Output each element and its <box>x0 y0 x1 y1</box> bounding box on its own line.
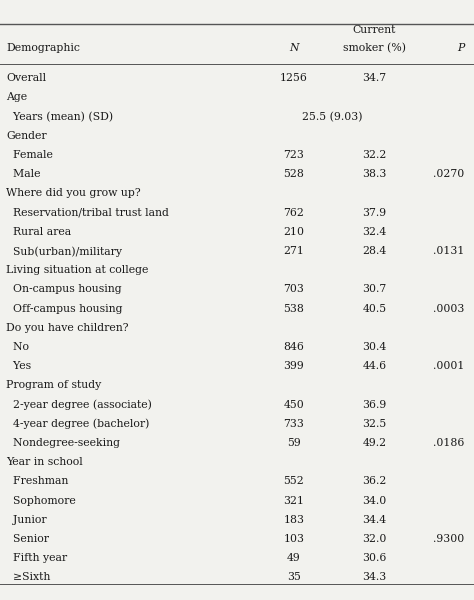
Text: Demographic: Demographic <box>6 43 80 53</box>
Text: .0131: .0131 <box>433 246 465 256</box>
Text: Current: Current <box>353 25 396 35</box>
Text: .0001: .0001 <box>433 361 465 371</box>
Text: 30.7: 30.7 <box>362 284 387 295</box>
Text: Freshman: Freshman <box>6 476 69 487</box>
Text: Senior: Senior <box>6 534 49 544</box>
Text: Sub(urban)/military: Sub(urban)/military <box>6 246 122 257</box>
Text: 44.6: 44.6 <box>363 361 386 371</box>
Text: 321: 321 <box>283 496 304 506</box>
Text: 1256: 1256 <box>280 73 308 83</box>
Text: 35: 35 <box>287 572 301 583</box>
Text: 49.2: 49.2 <box>363 438 386 448</box>
Text: 762: 762 <box>283 208 304 218</box>
Text: 32.2: 32.2 <box>362 150 387 160</box>
Text: 2-year degree (associate): 2-year degree (associate) <box>6 400 152 410</box>
Text: 538: 538 <box>283 304 304 314</box>
Text: 49: 49 <box>287 553 301 563</box>
Text: 34.4: 34.4 <box>363 515 386 525</box>
Text: 36.2: 36.2 <box>362 476 387 487</box>
Text: .0003: .0003 <box>433 304 465 314</box>
Text: Junior: Junior <box>6 515 47 525</box>
Text: .0270: .0270 <box>433 169 465 179</box>
Text: Nondegree-seeking: Nondegree-seeking <box>6 438 120 448</box>
Text: 37.9: 37.9 <box>363 208 386 218</box>
Text: smoker (%): smoker (%) <box>343 43 406 53</box>
Text: Gender: Gender <box>6 131 47 141</box>
Text: Year in school: Year in school <box>6 457 83 467</box>
Text: 38.3: 38.3 <box>362 169 387 179</box>
Text: 40.5: 40.5 <box>363 304 386 314</box>
Text: 846: 846 <box>283 342 304 352</box>
Text: 25.5 (9.03): 25.5 (9.03) <box>301 112 362 122</box>
Text: 30.6: 30.6 <box>362 553 387 563</box>
Text: Living situation at college: Living situation at college <box>6 265 148 275</box>
Text: 32.5: 32.5 <box>362 419 387 429</box>
Text: No: No <box>6 342 29 352</box>
Text: Reservation/tribal trust land: Reservation/tribal trust land <box>6 208 169 218</box>
Text: 34.7: 34.7 <box>363 73 386 83</box>
Text: Off-campus housing: Off-campus housing <box>6 304 123 314</box>
Text: 528: 528 <box>283 169 304 179</box>
Text: 271: 271 <box>283 246 304 256</box>
Text: Program of study: Program of study <box>6 380 101 391</box>
Text: 34.0: 34.0 <box>362 496 387 506</box>
Text: ≥Sixth: ≥Sixth <box>6 572 51 583</box>
Text: On-campus housing: On-campus housing <box>6 284 122 295</box>
Text: .9300: .9300 <box>433 534 465 544</box>
Text: 32.0: 32.0 <box>362 534 387 544</box>
Text: Female: Female <box>6 150 53 160</box>
Text: 4-year degree (bachelor): 4-year degree (bachelor) <box>6 419 149 430</box>
Text: P: P <box>457 43 465 53</box>
Text: 399: 399 <box>283 361 304 371</box>
Text: 210: 210 <box>283 227 304 237</box>
Text: Yes: Yes <box>6 361 31 371</box>
Text: 32.4: 32.4 <box>362 227 387 237</box>
Text: Do you have children?: Do you have children? <box>6 323 128 333</box>
Text: .0186: .0186 <box>433 438 465 448</box>
Text: Rural area: Rural area <box>6 227 71 237</box>
Text: 703: 703 <box>283 284 304 295</box>
Text: 103: 103 <box>283 534 304 544</box>
Text: Male: Male <box>6 169 41 179</box>
Text: Where did you grow up?: Where did you grow up? <box>6 188 141 199</box>
Text: 36.9: 36.9 <box>362 400 387 410</box>
Text: 59: 59 <box>287 438 301 448</box>
Text: 552: 552 <box>283 476 304 487</box>
Text: Overall: Overall <box>6 73 46 83</box>
Text: 723: 723 <box>283 150 304 160</box>
Text: Fifth year: Fifth year <box>6 553 67 563</box>
Text: 183: 183 <box>283 515 304 525</box>
Text: Age: Age <box>6 92 27 103</box>
Text: 30.4: 30.4 <box>362 342 387 352</box>
Text: N: N <box>289 43 299 53</box>
Text: Sophomore: Sophomore <box>6 496 76 506</box>
Text: Years (mean) (​SD​): Years (mean) (​SD​) <box>6 112 113 122</box>
Text: 34.3: 34.3 <box>362 572 387 583</box>
Text: 450: 450 <box>283 400 304 410</box>
Text: 28.4: 28.4 <box>362 246 387 256</box>
Text: 733: 733 <box>283 419 304 429</box>
